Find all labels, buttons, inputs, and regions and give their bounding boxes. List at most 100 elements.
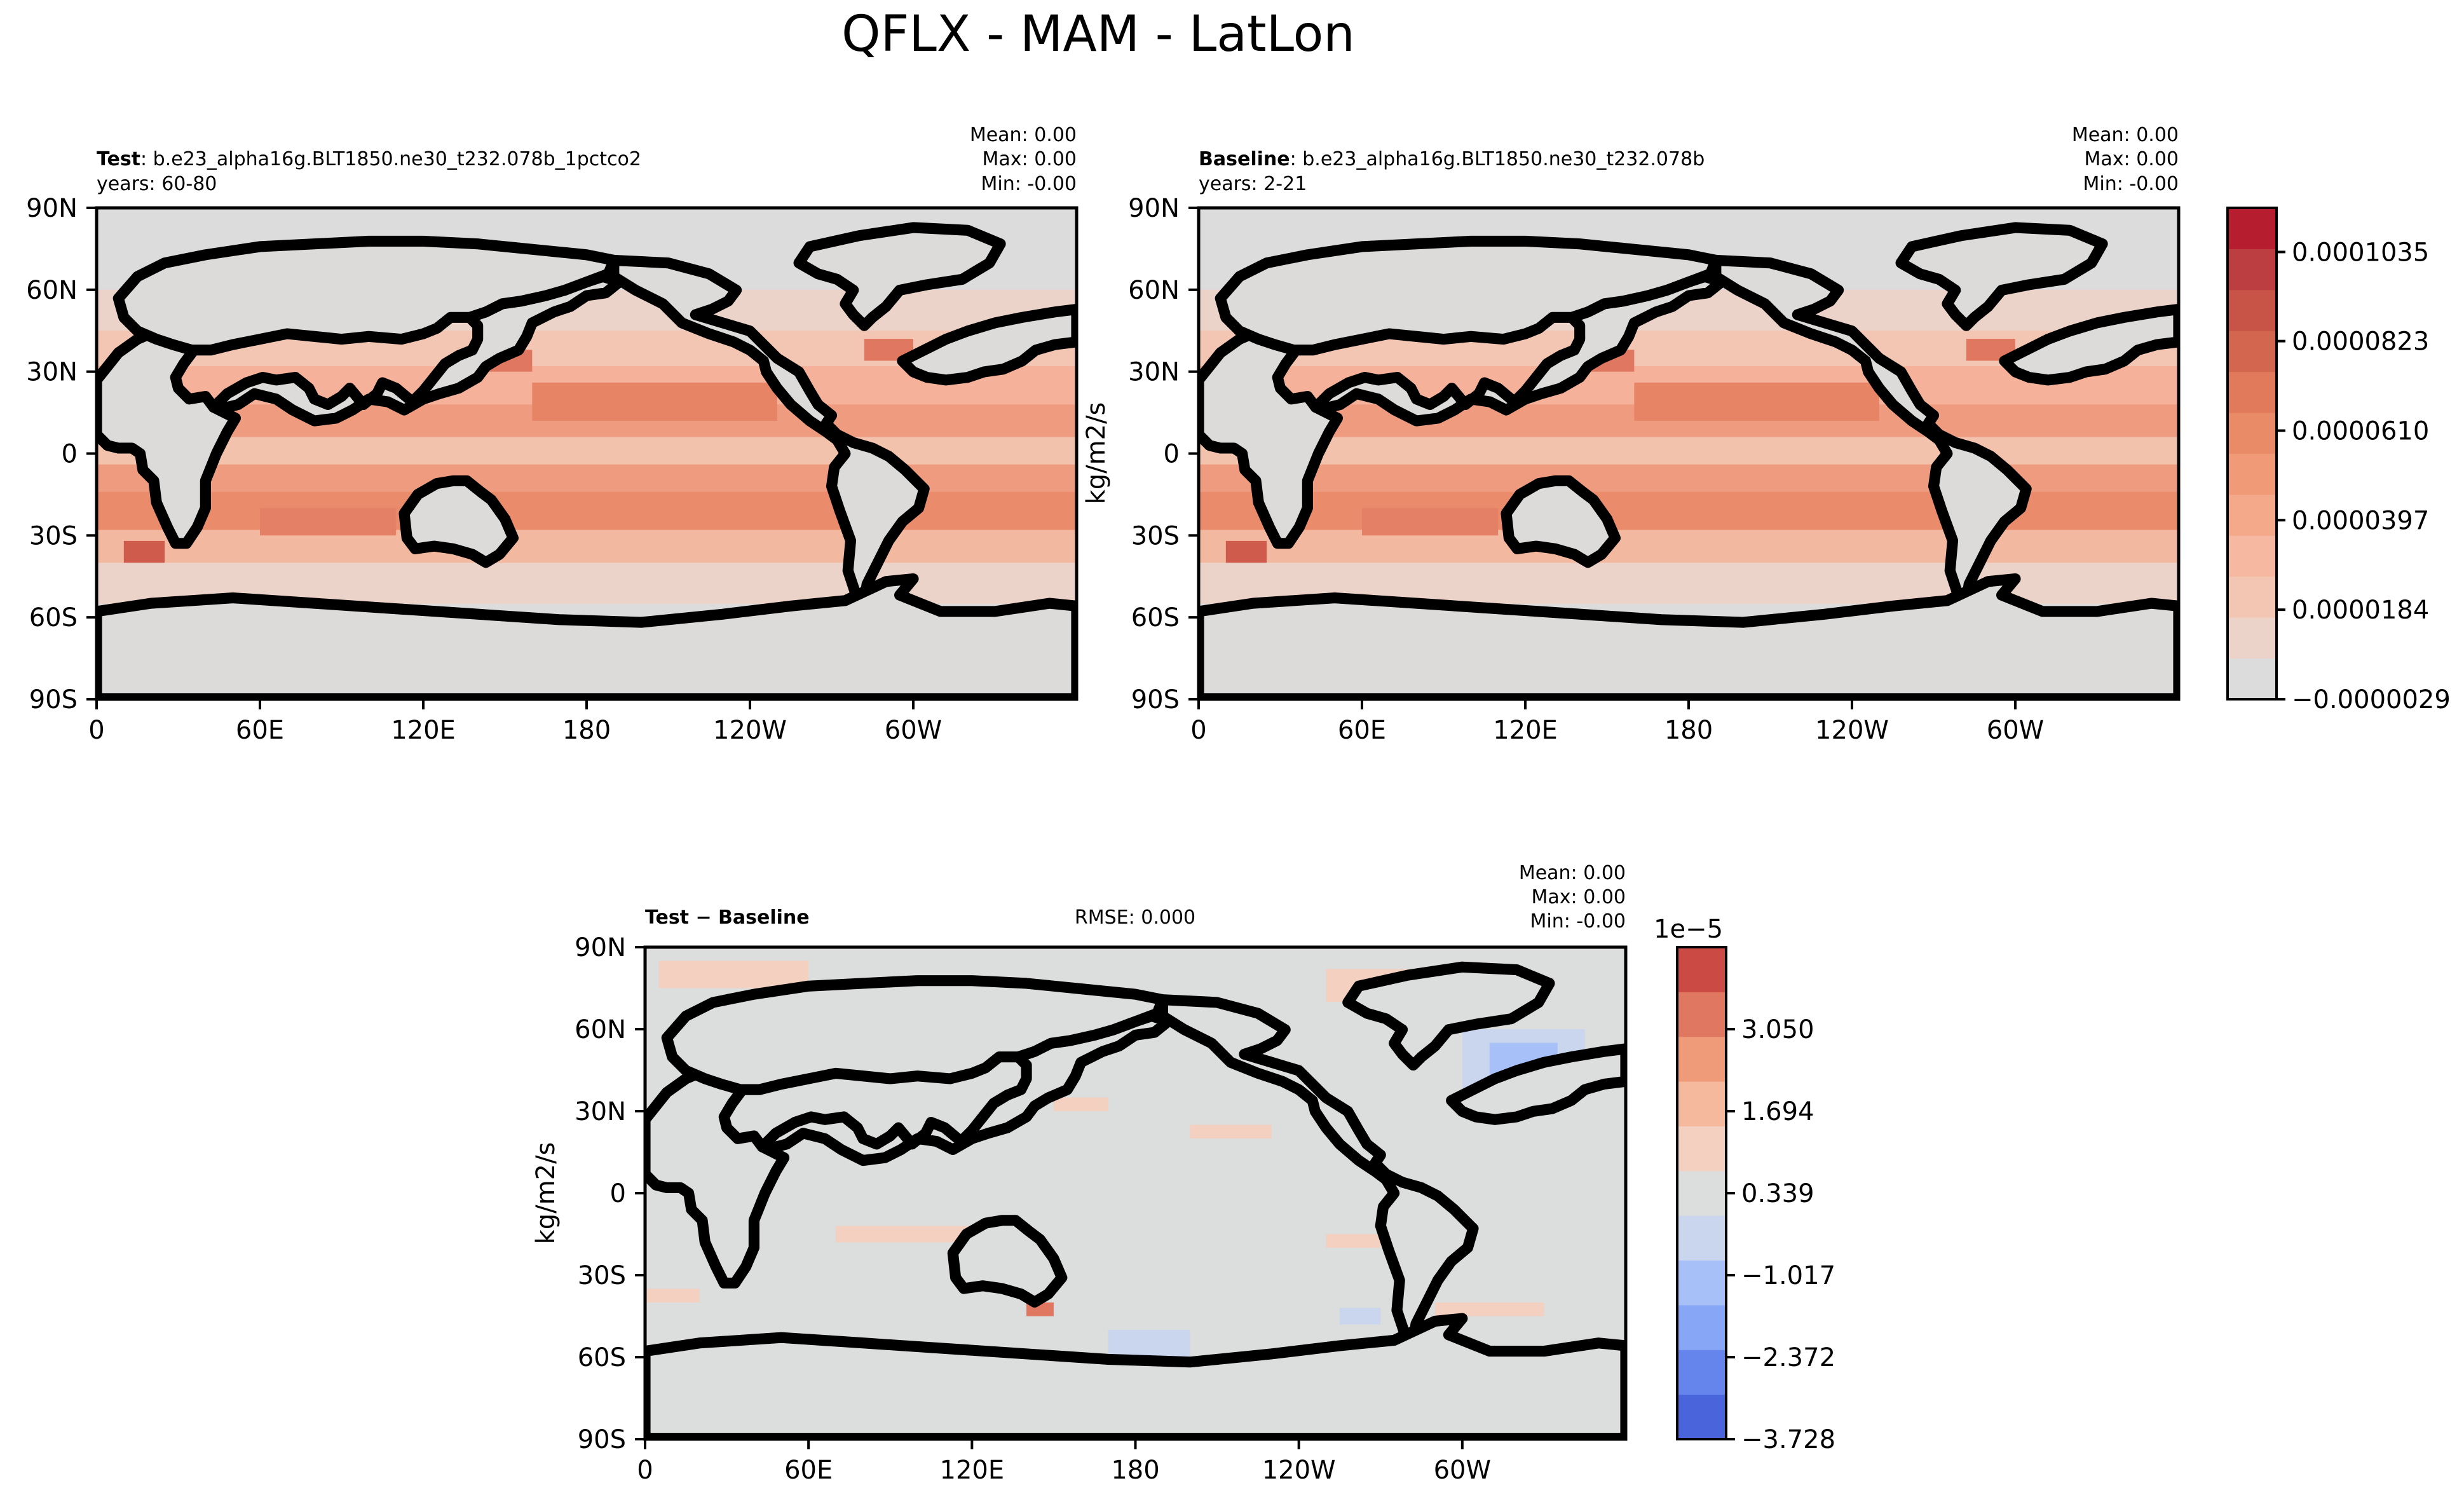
test-y-tick-label: 90N [26, 194, 78, 223]
difference-label: Test − Baseline [645, 906, 810, 929]
baseline-y-tick-label: 30N [1128, 358, 1180, 387]
baseline-y-tick-label: 60S [1131, 603, 1180, 632]
difference-x-tick-label: 120E [940, 1456, 1005, 1485]
baseline-x-tick-label: 0 [1190, 716, 1206, 745]
difference-x-tick-label: 60E [784, 1456, 833, 1485]
difference-colorbar-tick-label: −1.017 [1741, 1261, 1835, 1290]
test-field-band [97, 464, 1077, 492]
difference-colorbar-segment [1677, 1036, 1726, 1082]
baseline-map [1199, 208, 2179, 699]
baseline-y-tick-label: 30S [1131, 521, 1180, 550]
baseline-x-tick-label: 60E [1338, 716, 1386, 745]
top-colorbar-ticks: 0.0001035 0.0000823 0.0000610 0.0000397 0.00… [2277, 238, 2451, 714]
test-field-band [97, 437, 1077, 465]
test-x-tick-label: 60E [236, 716, 284, 745]
baseline-min: Min: -0.00 [2083, 173, 2179, 195]
baseline-field-band [1199, 530, 2179, 563]
top-colorbar-frame [2226, 207, 2278, 701]
test-x-tick-label: 120W [713, 716, 787, 745]
difference-field-band [645, 1289, 700, 1302]
difference-field-band [1190, 1124, 1272, 1138]
baseline-field-band [1199, 464, 2179, 492]
difference-colorbar-tick-label: 3.050 [1741, 1015, 1814, 1044]
svg-text:Baseline: b.e23_alpha16g.BLT18: Baseline: b.e23_alpha16g.BLT1850.ne30_t2… [1199, 148, 1705, 170]
difference-x-tick-label: 120W [1262, 1456, 1336, 1485]
test-y-tick-label: 60S [29, 603, 78, 632]
top-colorbar-segment [2228, 413, 2277, 454]
baseline-y-tick-label: 0 [1164, 440, 1180, 469]
baseline-panel: Baseline: b.e23_alpha16g.BLT1850.ne30_t2… [1082, 124, 2181, 745]
difference-mean: Mean: 0.00 [1519, 862, 1626, 884]
difference-y-tick-label: 30S [578, 1261, 626, 1290]
baseline-axes: 0 60E 120E 180 120W 60W 90N 60N 30N 0 30S 60S 90S [1128, 194, 2044, 745]
baseline-x-tick-label: 120E [1493, 716, 1558, 745]
test-x-tick-label: 180 [562, 716, 611, 745]
difference-field-band [1108, 1330, 1190, 1357]
difference-colorbar-segment [1677, 1126, 1726, 1172]
difference-colorbar-ticks: 3.050 1.694 0.339 −1.017 −2.372 −3.728 [1726, 1015, 1835, 1454]
difference-colorbar-segment [1677, 947, 1726, 992]
top-colorbar-segment [2228, 617, 2277, 659]
test-x-tick-label: 60W [885, 716, 942, 745]
top-colorbar-segment [2228, 331, 2277, 373]
svg-text:Test: b.e23_alpha16g.BLT1850.n: Test: b.e23_alpha16g.BLT1850.ne30_t232.0… [97, 148, 641, 170]
test-y-tick-label: 90S [29, 685, 78, 714]
difference-field-band [1053, 1097, 1108, 1111]
test-panel: Test: b.e23_alpha16g.BLT1850.ne30_t232.0… [26, 124, 1079, 745]
test-field-band [97, 530, 1077, 563]
test-max: Max: 0.00 [983, 148, 1077, 170]
difference-colorbar-segment [1677, 1215, 1726, 1261]
test-years: years: 60-80 [97, 173, 217, 195]
difference-y-tick-label: 90S [578, 1425, 626, 1454]
baseline-y-tick-label: 90N [1128, 194, 1180, 223]
baseline-field-band [1362, 508, 1499, 536]
test-label-bold: Test [97, 148, 140, 170]
difference-colorbar-tick-label: −2.372 [1741, 1343, 1835, 1372]
top-colorbar-segment [2228, 453, 2277, 495]
top-colorbar-segment [2228, 208, 2277, 249]
baseline-field-band [1225, 540, 1267, 563]
top-colorbar-tick-label: 0.0000823 [2292, 327, 2429, 357]
top-colorbar-segment [2228, 576, 2277, 618]
difference-ylabel: kg/m2/s [531, 1142, 561, 1245]
difference-field-band [1326, 1234, 1381, 1248]
baseline-label-bold: Baseline [1199, 148, 1290, 170]
difference-axes: 0 60E 120E 180 120W 60W 90N 60N 30N 0 30S 60S 90S [575, 933, 1491, 1485]
difference-field-band [1434, 1302, 1544, 1316]
difference-y-tick-label: 0 [610, 1179, 626, 1208]
baseline-mean: Mean: 0.00 [2072, 124, 2179, 146]
figure-title: QFLX - MAM - LatLon [841, 6, 1355, 63]
difference-y-tick-label: 90N [575, 933, 626, 962]
difference-panel: Test − Baseline RMSE: 0.000 Mean: 0.00 M… [531, 862, 1628, 1485]
test-x-tick-label: 0 [88, 716, 104, 745]
test-field-band [260, 508, 397, 536]
difference-colorbar-segments [1677, 947, 1726, 1440]
difference-colorbar-segment [1677, 1081, 1726, 1126]
difference-colorbar-segment [1677, 1260, 1726, 1306]
baseline-field-band [1199, 491, 2179, 530]
difference-colorbar: 1e−5 3.050 1.694 0.339 −1.017 −2.372 −3.728 [1654, 915, 1835, 1454]
baseline-y-tick-label: 90S [1131, 685, 1180, 714]
difference-x-tick-label: 180 [1111, 1456, 1159, 1485]
baseline-x-tick-label: 180 [1664, 716, 1713, 745]
baseline-field-band [1634, 382, 1879, 421]
difference-y-tick-label: 60N [575, 1015, 626, 1044]
test-field-band [123, 540, 165, 563]
difference-field-band [658, 960, 809, 988]
difference-field-band [1339, 1308, 1381, 1325]
test-map [97, 208, 1077, 699]
difference-colorbar-offset: 1e−5 [1654, 915, 1723, 944]
baseline-label-case: : b.e23_alpha16g.BLT1850.ne30_t232.078b [1290, 148, 1705, 170]
test-x-tick-label: 120E [391, 716, 456, 745]
test-y-tick-label: 30S [29, 521, 78, 550]
baseline-years: years: 2-21 [1199, 173, 1307, 195]
difference-max: Max: 0.00 [1532, 886, 1626, 908]
top-colorbar-tick-label: 0.0000397 [2292, 506, 2429, 535]
top-colorbar-segment [2228, 494, 2277, 536]
test-y-tick-label: 30N [26, 358, 78, 387]
difference-x-tick-label: 60W [1434, 1456, 1491, 1485]
difference-colorbar-tick-label: 1.694 [1741, 1097, 1814, 1126]
top-colorbar-segment [2228, 249, 2277, 291]
test-axes: 0 60E 120E 180 120W 60W 90N 60N 30N 0 30S 60S 90S [26, 194, 942, 745]
